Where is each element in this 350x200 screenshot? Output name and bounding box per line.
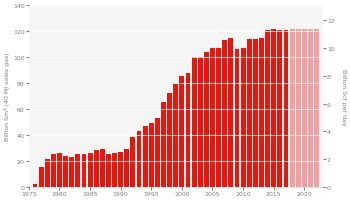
- Bar: [229, 38, 233, 187]
- Bar: [204, 53, 209, 187]
- Bar: [143, 126, 148, 187]
- Bar: [314, 29, 319, 187]
- Bar: [155, 118, 160, 187]
- Bar: [167, 94, 172, 187]
- Bar: [75, 154, 80, 187]
- Bar: [161, 103, 166, 187]
- Bar: [296, 29, 301, 187]
- Bar: [210, 49, 215, 187]
- Bar: [94, 151, 99, 187]
- Bar: [302, 29, 307, 187]
- Bar: [57, 153, 62, 187]
- Bar: [259, 38, 264, 187]
- Bar: [222, 41, 227, 187]
- Bar: [136, 131, 141, 187]
- Bar: [284, 31, 288, 187]
- Bar: [278, 31, 282, 187]
- Bar: [33, 184, 37, 187]
- Bar: [308, 29, 313, 187]
- Bar: [124, 149, 129, 187]
- Bar: [265, 31, 270, 187]
- Bar: [180, 77, 184, 187]
- Bar: [106, 154, 111, 187]
- Bar: [192, 58, 197, 187]
- Bar: [131, 138, 135, 187]
- Bar: [253, 40, 258, 187]
- Bar: [38, 167, 43, 187]
- Bar: [186, 73, 190, 187]
- Bar: [290, 29, 294, 187]
- Bar: [216, 49, 221, 187]
- Bar: [69, 157, 74, 187]
- Bar: [234, 50, 239, 187]
- Bar: [100, 149, 105, 187]
- Y-axis label: Billion Sm³ (40 MJ sales gas): Billion Sm³ (40 MJ sales gas): [4, 52, 10, 141]
- Bar: [82, 154, 86, 187]
- Bar: [241, 49, 246, 187]
- Bar: [173, 85, 178, 187]
- Bar: [63, 156, 68, 187]
- Y-axis label: Billion Scf per day: Billion Scf per day: [341, 68, 346, 125]
- Bar: [247, 40, 252, 187]
- Bar: [118, 152, 123, 187]
- Bar: [112, 153, 117, 187]
- Bar: [45, 160, 50, 187]
- Bar: [271, 29, 276, 187]
- Bar: [51, 154, 56, 187]
- Bar: [198, 58, 203, 187]
- Bar: [88, 153, 92, 187]
- Bar: [149, 124, 154, 187]
